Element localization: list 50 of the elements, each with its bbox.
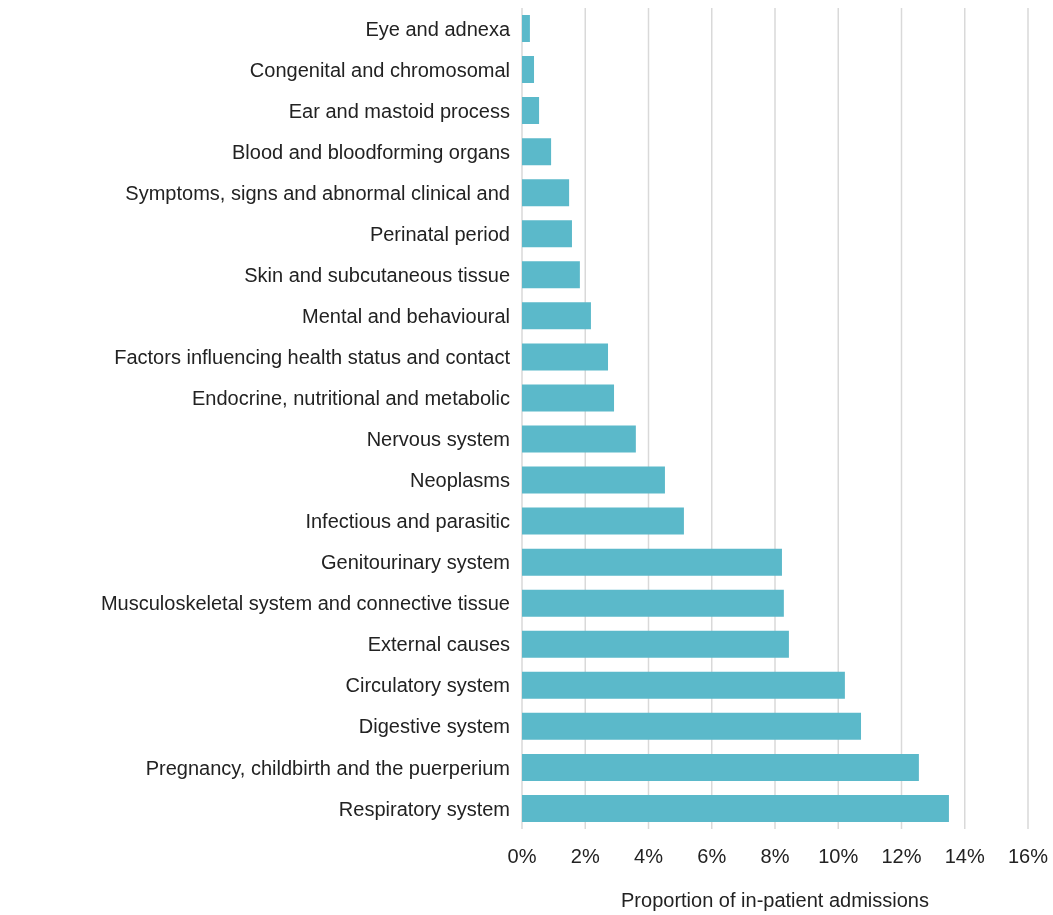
y-tick-label: Factors influencing health status and contact <box>114 346 511 369</box>
bar <box>522 425 636 453</box>
x-tick-label: 12% <box>881 845 922 868</box>
y-tick-label: Musculoskeletal system and connective tissue <box>100 592 510 615</box>
y-tick-label: Nervous system <box>366 428 510 451</box>
bar <box>522 97 540 125</box>
y-tick-label: External causes <box>367 633 510 656</box>
x-tick-label: 10% <box>818 845 859 868</box>
y-tick-label: Respiratory system <box>338 797 510 820</box>
bar <box>522 753 919 781</box>
y-tick-label: Ear and mastoid process <box>288 99 510 122</box>
y-tick-label: Perinatal period <box>369 222 510 245</box>
x-tick-label: 6% <box>697 845 727 868</box>
x-tick-label: 0% <box>507 845 537 868</box>
bar <box>522 507 684 535</box>
y-tick-label: Congenital and chromosomal <box>249 58 510 81</box>
y-tick-label: Neoplasms <box>409 469 510 492</box>
bar <box>522 712 862 740</box>
bar <box>522 466 665 494</box>
x-tick-label: 4% <box>634 845 664 868</box>
bar <box>522 302 591 330</box>
x-tick-label: 14% <box>944 845 985 868</box>
y-tick-label: Genitourinary system <box>321 551 510 574</box>
y-tick-label: Symptoms, signs and abnormal clinical and <box>125 181 510 204</box>
bar <box>522 589 784 617</box>
y-tick-label: Endocrine, nutritional and metabolic <box>192 387 510 410</box>
y-tick-label: Digestive system <box>358 715 510 738</box>
bar <box>522 630 789 658</box>
y-tick-label: Circulatory system <box>345 674 510 697</box>
x-tick-label: 8% <box>760 845 790 868</box>
bar <box>522 138 552 166</box>
bar <box>522 179 570 207</box>
x-tick-label: 16% <box>1007 845 1049 868</box>
bar <box>522 14 530 42</box>
bar <box>522 343 609 371</box>
bar <box>522 384 615 412</box>
bar <box>522 220 572 248</box>
bar <box>522 261 580 289</box>
y-tick-label: Pregnancy, childbirth and the puerperium <box>145 756 510 779</box>
x-tick-label: 2% <box>570 845 600 868</box>
bar <box>522 794 949 822</box>
x-axis-title: Proportion of in-patient admissions <box>621 889 929 911</box>
y-tick-label: Infectious and parasitic <box>305 510 510 533</box>
y-tick-label: Blood and bloodforming organs <box>232 140 510 163</box>
y-tick-label: Mental and behavioural <box>302 304 510 327</box>
bar <box>522 548 782 576</box>
y-tick-label: Eye and adnexa <box>365 17 511 40</box>
bar <box>522 56 535 84</box>
y-tick-label: Skin and subcutaneous tissue <box>244 263 510 286</box>
bar <box>522 671 845 699</box>
